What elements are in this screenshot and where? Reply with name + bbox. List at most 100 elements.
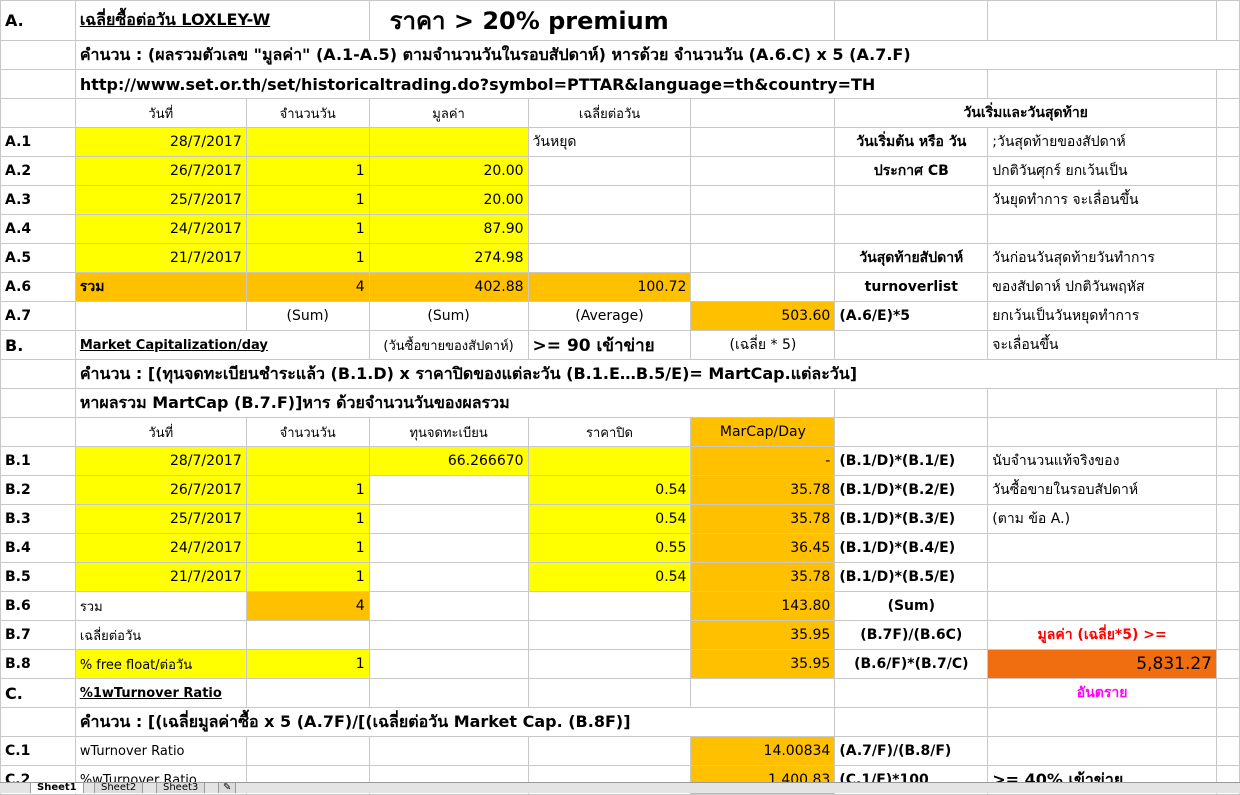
cell[interactable] [1216,0,1240,41]
cell[interactable] [1216,533,1240,563]
cell[interactable] [1216,417,1240,447]
cell[interactable] [1216,736,1240,766]
cell-note[interactable]: (วันซื้อขายของสัปดาห์) [368,330,529,360]
cell[interactable] [1216,504,1240,534]
cell-note[interactable]: (Sum) [368,301,529,331]
cell[interactable] [1216,156,1240,186]
cell[interactable] [1216,678,1240,708]
cell[interactable] [1216,388,1240,418]
cell[interactable] [245,620,370,650]
tab-sheet3[interactable]: Sheet3 [156,783,206,793]
cell-row-label[interactable]: B.2 [0,475,76,505]
cell-date[interactable]: 25/7/2017 [74,504,247,534]
cell[interactable] [1216,185,1240,215]
cell-date[interactable]: 21/7/2017 [74,562,247,592]
cell-row-label[interactable]: A.6 [0,272,76,302]
cell-value[interactable]: 87.90 [368,214,529,244]
cell[interactable] [987,591,1217,621]
cell[interactable] [245,127,370,157]
cell[interactable] [74,301,247,331]
cell-registered-capital[interactable]: 66.266670 [368,446,529,476]
cell[interactable] [987,214,1217,244]
cell[interactable] [0,388,76,418]
cell[interactable] [834,330,989,360]
cell-close-price[interactable]: 0.54 [527,504,692,534]
cell-section-label[interactable]: B. [0,330,76,360]
cell[interactable] [527,185,692,215]
cell[interactable] [527,649,692,679]
cell-formula[interactable]: (B.1/D)*(B.1/E) [834,446,989,476]
cell[interactable] [987,0,1217,41]
cell[interactable] [1216,69,1240,99]
cell-formula[interactable]: (B.6/F)*(B.7/C) [834,649,989,679]
cell-days[interactable]: 1 [245,533,370,563]
cell[interactable] [0,98,76,128]
cell-note[interactable]: ยกเว้นเป็นวันหยุดทำการ [987,301,1217,331]
cell[interactable] [987,707,1217,737]
cell-date[interactable]: 26/7/2017 [74,156,247,186]
cell[interactable] [834,185,989,215]
cell[interactable] [1216,127,1240,157]
cell-note[interactable]: วันยุดทำการ จะเลื่อนขึ้น [987,185,1217,215]
cell[interactable] [1216,446,1240,476]
cell[interactable] [245,678,370,708]
cell-threshold[interactable]: >= 90 เข้าข่าย [527,330,692,360]
cell[interactable] [1216,214,1240,244]
cell[interactable] [527,243,692,273]
cell-danger-label[interactable]: อันตราย [987,678,1217,708]
cell-note[interactable]: (ตาม ข้อ A.) [987,504,1217,534]
cell-days[interactable]: 1 [245,185,370,215]
cell[interactable] [1216,272,1240,302]
cell[interactable] [0,69,76,99]
cell-note[interactable]: (Sum) [245,301,370,331]
cell-days[interactable]: 1 [245,562,370,592]
col-header-close-price[interactable]: ราคาปิด [527,417,692,447]
cell[interactable] [987,533,1217,563]
cell-date[interactable]: 24/7/2017 [74,214,247,244]
cell-row-label[interactable]: C.1 [0,736,76,766]
cell-formula[interactable]: (Sum) [834,591,989,621]
cell[interactable] [368,562,529,592]
cell-note[interactable]: วันสุดท้ายสัปดาห์ [834,243,989,273]
cell[interactable] [1216,330,1240,360]
cell[interactable] [368,533,529,563]
col-header-marcap[interactable]: MarCap/Day [690,417,836,447]
cell-sheet-title[interactable]: เฉลี่ยซื้อต่อวัน LOXLEY-W [74,0,370,41]
cell-total-label[interactable]: รวม [74,272,247,302]
cell[interactable] [0,359,76,389]
cell-note[interactable]: วันเริ่มต้น หรือ วัน [834,127,989,157]
cell-formula-note[interactable]: หาผลรวม MartCap (B.7.F)]หาร ด้วยจำนวนวัน… [74,388,836,418]
cell[interactable] [527,446,692,476]
cell-marcap[interactable]: 35.78 [690,475,836,505]
cell-note[interactable]: (เฉลี่ย * 5) [690,330,836,360]
cell-section-label[interactable]: C. [0,678,76,708]
cell-note[interactable]: จะเลื่อนขึ้น [987,330,1217,360]
cell-days-total[interactable]: 4 [245,272,370,302]
col-header-value[interactable]: มูลค่า [368,98,529,128]
cell[interactable] [690,185,836,215]
cell-row-label[interactable]: A.4 [0,214,76,244]
cell[interactable] [0,40,76,70]
cell[interactable] [834,417,989,447]
cell[interactable] [834,214,989,244]
cell-formula-note[interactable]: คำนวน : (ผลรวมตัวเลข "มูลค่า" (A.1-A.5) … [74,40,1240,70]
cell[interactable] [987,417,1217,447]
cell[interactable] [987,736,1217,766]
cell-row-label[interactable]: B.5 [0,562,76,592]
cell-formula[interactable]: (A.7/F)/(B.8/F) [834,736,989,766]
cell[interactable] [527,156,692,186]
tab-sheet2[interactable]: Sheet2 [94,783,144,793]
cell-value[interactable]: 20.00 [368,156,529,186]
cell[interactable] [368,736,529,766]
cell-marcap-free-float[interactable]: 35.95 [690,649,836,679]
cell[interactable] [527,591,692,621]
cell[interactable] [834,678,989,708]
cell-label[interactable]: เฉลี่ยต่อวัน [74,620,247,650]
cell-date[interactable]: 21/7/2017 [74,243,247,273]
cell-close-price[interactable]: 0.55 [527,533,692,563]
cell-formula[interactable]: (B.1/D)*(B.5/E) [834,562,989,592]
cell-turnover-ratio[interactable]: 14.00834 [690,736,836,766]
cell[interactable] [1216,707,1240,737]
cell[interactable] [527,678,692,708]
cell[interactable] [368,620,529,650]
